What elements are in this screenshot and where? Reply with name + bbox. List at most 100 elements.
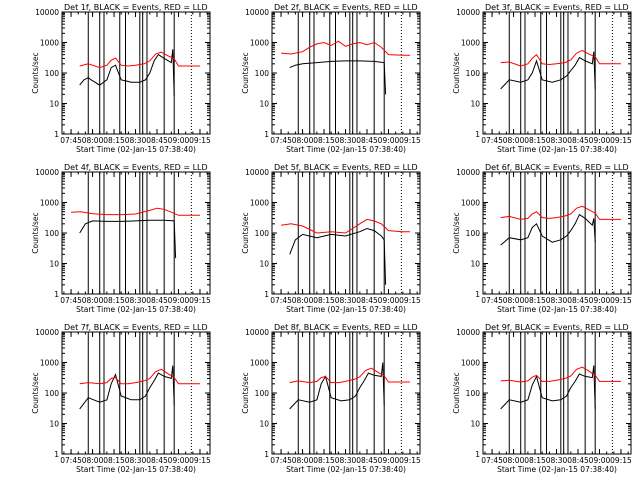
x-tick-label: 07:45 xyxy=(270,296,292,305)
x-tick-label: 08:45 xyxy=(146,136,168,145)
x-tick-label: 08:00 xyxy=(292,456,314,465)
x-tick-label: 08:00 xyxy=(82,456,104,465)
y-tick-label: 1 xyxy=(54,450,59,459)
x-axis-label: Start Time (02-Jan-15 07:38:40) xyxy=(76,145,196,154)
x-tick-label: 08:15 xyxy=(313,136,335,145)
chart-title: Det 2f, BLACK = Events, RED = LLD xyxy=(274,3,418,12)
y-tick-label: 1 xyxy=(54,290,59,299)
detector-panel: Det 7f, BLACK = Events, RED = LLD 1 10 100 1… xyxy=(31,323,211,474)
y-axis-label: Counts/sec xyxy=(241,212,250,253)
y-tick-label: 100 xyxy=(466,229,481,238)
y-axis-label: Counts/sec xyxy=(452,52,461,93)
y-tick-label: 10 xyxy=(259,100,269,109)
x-tick-label: 08:45 xyxy=(567,136,589,145)
detector-panel: Det 8f, BLACK = Events, RED = LLD 1 10 100 1… xyxy=(241,323,421,474)
chart-title: Det 9f, BLACK = Events, RED = LLD xyxy=(485,323,629,332)
y-axis-label: Counts/sec xyxy=(31,372,40,413)
chart-title: Det 5f, BLACK = Events, RED = LLD xyxy=(274,163,418,172)
detector-panel: Det 4f, BLACK = Events, RED = LLD 1 10 100 1… xyxy=(31,163,211,314)
x-tick-label: 08:15 xyxy=(524,456,546,465)
x-tick-label: 08:30 xyxy=(546,136,568,145)
x-tick-label: 09:00 xyxy=(589,136,611,145)
x-tick-label: 09:15 xyxy=(189,296,211,305)
x-tick-label: 08:00 xyxy=(503,456,525,465)
y-tick-label: 1 xyxy=(475,130,480,139)
y-tick-label: 10000 xyxy=(35,8,59,17)
x-tick-label: 08:00 xyxy=(503,136,525,145)
series-line-events xyxy=(500,365,596,410)
series-line-events xyxy=(289,60,387,95)
series-line-events xyxy=(79,49,175,96)
y-tick-label: 1000 xyxy=(250,199,269,208)
y-tick-label: 1000 xyxy=(40,359,59,368)
x-tick-label: 08:45 xyxy=(356,136,378,145)
x-tick-label: 09:00 xyxy=(168,296,190,305)
y-tick-label: 1000 xyxy=(461,199,480,208)
x-tick-label: 08:30 xyxy=(125,456,147,465)
detector-panel: Det 5f, BLACK = Events, RED = LLD 1 10 100 1… xyxy=(241,163,421,314)
x-tick-label: 08:15 xyxy=(313,296,335,305)
detector-panel: Det 3f, BLACK = Events, RED = LLD 1 10 100 1… xyxy=(452,3,632,154)
series-line-lld xyxy=(281,40,410,56)
x-tick-label: 09:15 xyxy=(610,296,632,305)
y-tick-label: 10000 xyxy=(456,328,480,337)
x-tick-label: 07:45 xyxy=(270,456,292,465)
x-axis-label: Start Time (02-Jan-15 07:38:40) xyxy=(286,305,406,314)
x-tick-label: 08:30 xyxy=(335,296,357,305)
series-line-events xyxy=(79,365,175,410)
series-line-lld xyxy=(281,218,410,234)
chart-title: Det 6f, BLACK = Events, RED = LLD xyxy=(485,163,629,172)
y-tick-label: 100 xyxy=(255,389,270,398)
x-tick-label: 07:45 xyxy=(60,296,82,305)
y-tick-label: 100 xyxy=(466,69,481,78)
y-tick-label: 1 xyxy=(475,450,480,459)
y-tick-label: 10000 xyxy=(245,168,269,177)
x-tick-label: 08:30 xyxy=(546,456,568,465)
series-line-lld xyxy=(79,368,200,385)
x-axis-label: Start Time (02-Jan-15 07:38:40) xyxy=(497,145,617,154)
series-line-events xyxy=(289,362,385,410)
x-tick-label: 08:00 xyxy=(82,296,104,305)
y-axis-label: Counts/sec xyxy=(241,52,250,93)
x-tick-label: 09:15 xyxy=(610,136,632,145)
x-tick-label: 09:00 xyxy=(168,136,190,145)
x-tick-label: 08:00 xyxy=(292,136,314,145)
y-tick-label: 10 xyxy=(470,260,480,269)
y-tick-label: 1000 xyxy=(461,359,480,368)
x-tick-label: 08:30 xyxy=(335,136,357,145)
y-tick-label: 1000 xyxy=(40,39,59,48)
y-tick-label: 100 xyxy=(45,69,60,78)
series-line-lld xyxy=(500,205,621,220)
x-tick-label: 07:45 xyxy=(481,456,503,465)
series-line-events xyxy=(79,219,177,259)
y-tick-label: 10 xyxy=(49,420,59,429)
y-tick-label: 100 xyxy=(466,389,481,398)
x-tick-label: 09:15 xyxy=(399,456,421,465)
x-tick-label: 08:45 xyxy=(146,296,168,305)
y-tick-label: 10 xyxy=(259,420,269,429)
x-tick-label: 08:30 xyxy=(125,296,147,305)
detector-panel: Det 9f, BLACK = Events, RED = LLD 1 10 100 1… xyxy=(452,323,632,474)
x-tick-label: 08:30 xyxy=(546,296,568,305)
x-tick-label: 09:00 xyxy=(168,456,190,465)
series-line-lld xyxy=(500,49,621,67)
y-tick-label: 100 xyxy=(255,229,270,238)
x-tick-label: 09:15 xyxy=(189,456,211,465)
y-tick-label: 10 xyxy=(49,100,59,109)
y-tick-label: 1000 xyxy=(250,39,269,48)
series-line-events xyxy=(289,227,387,285)
y-tick-label: 1 xyxy=(264,450,269,459)
x-tick-label: 08:15 xyxy=(313,456,335,465)
x-tick-label: 09:00 xyxy=(589,296,611,305)
x-tick-label: 08:15 xyxy=(103,456,125,465)
x-tick-label: 08:15 xyxy=(524,296,546,305)
x-tick-label: 08:15 xyxy=(103,296,125,305)
x-axis-label: Start Time (02-Jan-15 07:38:40) xyxy=(497,465,617,474)
series-line-lld xyxy=(79,51,200,69)
y-axis-label: Counts/sec xyxy=(31,212,40,253)
x-tick-label: 09:15 xyxy=(189,136,211,145)
y-tick-label: 10000 xyxy=(35,328,59,337)
x-tick-label: 08:45 xyxy=(356,296,378,305)
